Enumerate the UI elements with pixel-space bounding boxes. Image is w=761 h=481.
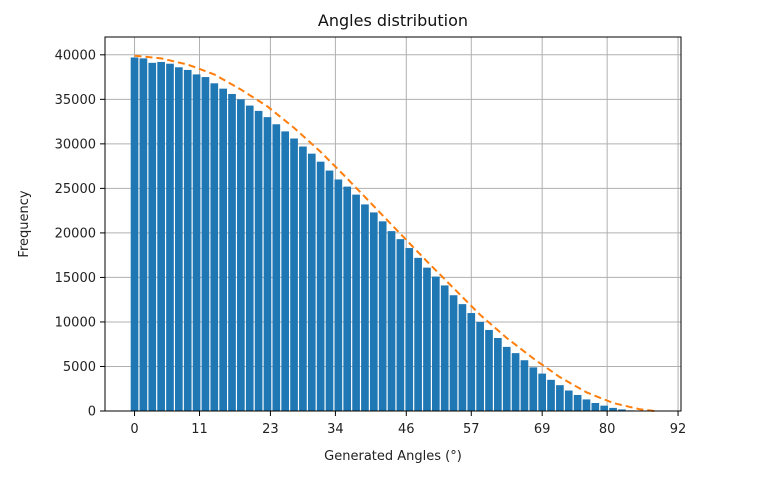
histogram-bar (352, 194, 360, 411)
histogram-bar (210, 83, 219, 412)
histogram-bar (245, 105, 254, 412)
histogram-bar (334, 179, 343, 411)
histogram-bar (157, 61, 165, 411)
histogram-bar (449, 295, 458, 411)
x-ticks: 0 11 23 34 46 57 69 80 92 (130, 411, 686, 437)
histogram-bar (299, 146, 307, 411)
histogram-bar (130, 57, 139, 411)
histogram-bar (387, 231, 396, 411)
histogram-bar (405, 248, 414, 411)
x-tick-label: 34 (327, 422, 344, 437)
y-ticks: 0 5000 10000 15000 20000 25000 30000 35000 40000 (55, 48, 105, 420)
histogram-bar (609, 407, 617, 411)
plot-frame (104, 36, 682, 412)
histogram-bar (139, 58, 148, 411)
histogram-bar (237, 99, 245, 411)
histogram-bar (591, 402, 600, 411)
x-tick-label: 0 (130, 422, 138, 437)
histogram-bar (600, 405, 609, 411)
histogram-bar (573, 394, 582, 411)
histogram-bar (290, 138, 298, 411)
histogram-bar (378, 221, 387, 411)
histogram-bar (369, 212, 378, 411)
x-tick-label: 92 (670, 422, 687, 437)
histogram-bar (467, 313, 476, 411)
histogram-bar (529, 367, 538, 411)
x-tick-label: 23 (262, 422, 279, 437)
histogram-bar (502, 346, 511, 411)
histogram-bar (547, 379, 555, 411)
histogram-bar (254, 110, 263, 412)
histogram-bar (272, 124, 281, 412)
x-tick-label: 80 (599, 422, 616, 437)
y-tick-label: 10000 (55, 315, 96, 330)
histogram-bar (458, 304, 467, 411)
histogram-bar (582, 399, 591, 411)
histogram-bar (228, 93, 236, 411)
histogram-bar (192, 74, 201, 412)
histogram-bar (423, 267, 431, 411)
x-tick-label: 46 (398, 422, 415, 437)
y-tick-label: 25000 (55, 182, 96, 197)
histogram-bar (556, 385, 564, 411)
fit-curve-line (134, 54, 655, 412)
x-tick-label: 11 (191, 422, 208, 437)
histogram-bar (564, 390, 573, 411)
bars-layer (130, 57, 653, 412)
y-tick-label: 30000 (55, 137, 96, 152)
histogram-bar (183, 69, 192, 411)
histogram-bar (361, 204, 369, 411)
x-tick-label: 57 (463, 422, 480, 437)
histogram-bar (414, 257, 422, 411)
histogram-bar (281, 131, 290, 411)
histogram-bar (431, 276, 440, 411)
histogram-bar (476, 321, 484, 411)
x-axis-label: Generated Angles (°) (324, 449, 462, 464)
y-tick-label: 15000 (55, 271, 96, 286)
fit-curve-layer (134, 54, 655, 412)
y-tick-label: 20000 (55, 226, 96, 241)
y-tick-label: 40000 (55, 48, 96, 63)
histogram-bar (307, 153, 316, 411)
histogram-bar (440, 285, 449, 411)
chart-title: Angles distribution (318, 11, 468, 30)
histogram-bar (618, 409, 626, 411)
histogram-bar (343, 186, 352, 411)
histogram-bar (520, 360, 529, 411)
x-tick-label: 69 (534, 422, 551, 437)
histogram-bar (538, 373, 547, 411)
histogram-bar (316, 161, 325, 411)
y-tick-label: 5000 (63, 360, 96, 375)
histogram-bar (485, 329, 493, 411)
histogram-bar (148, 62, 157, 411)
histogram-bar (201, 77, 210, 412)
histogram-bar (511, 353, 520, 411)
y-axis-label: Frequency (17, 190, 32, 257)
histogram-bar (396, 239, 405, 411)
histogram-bar (263, 117, 272, 412)
histogram-bar (166, 63, 174, 411)
histogram-bar (219, 88, 227, 412)
histogram-bar (494, 337, 502, 411)
y-tick-label: 0 (88, 405, 96, 420)
histogram-bar (325, 170, 334, 411)
histogram-bar (175, 67, 183, 412)
y-tick-label: 35000 (55, 93, 96, 108)
